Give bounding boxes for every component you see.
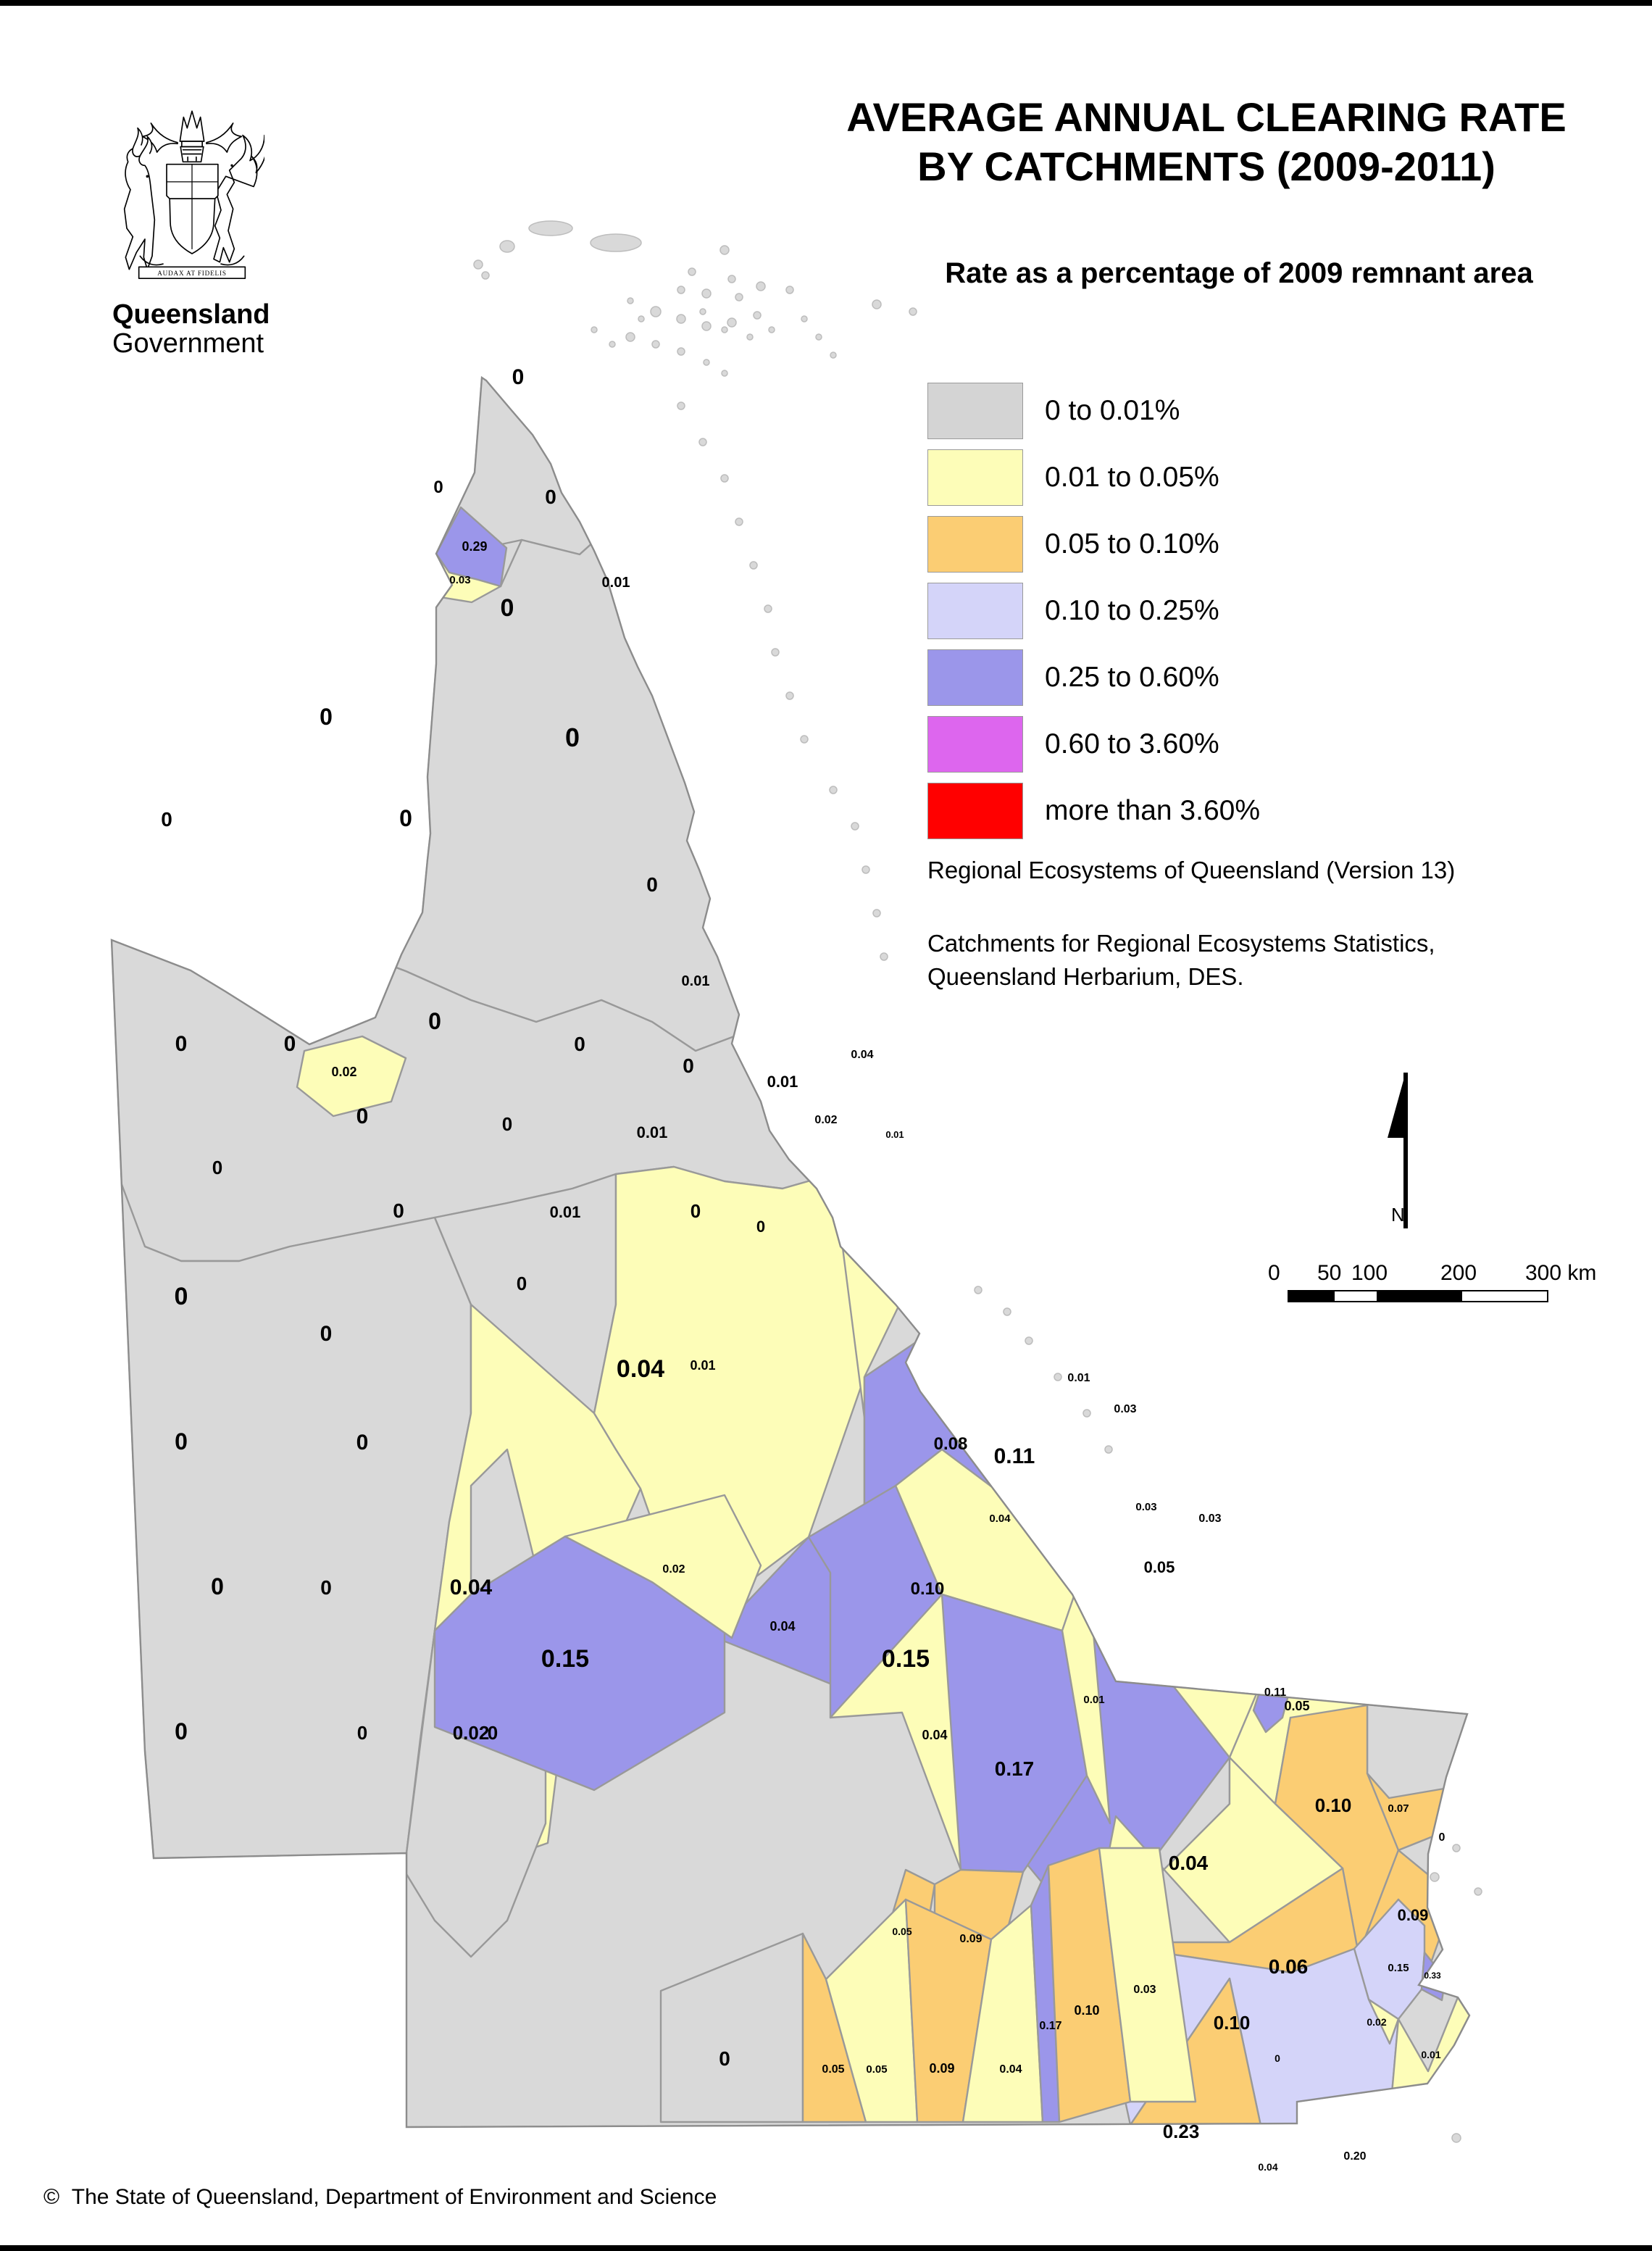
- svg-text:0: 0: [175, 1428, 188, 1455]
- svg-text:0: 0: [320, 1322, 333, 1346]
- svg-text:0.09: 0.09: [929, 2061, 954, 2076]
- svg-text:0: 0: [399, 805, 412, 831]
- svg-text:0: 0: [356, 1104, 369, 1128]
- svg-text:0: 0: [393, 1199, 404, 1222]
- svg-text:0.15: 0.15: [882, 1645, 930, 1673]
- svg-text:0: 0: [356, 1431, 369, 1455]
- svg-text:0.04: 0.04: [989, 1513, 1011, 1525]
- svg-text:0: 0: [284, 1032, 296, 1056]
- svg-text:0: 0: [212, 1157, 222, 1178]
- svg-text:0: 0: [501, 594, 514, 622]
- svg-text:0: 0: [646, 873, 658, 896]
- svg-text:0: 0: [320, 1576, 332, 1599]
- svg-text:0.01: 0.01: [1421, 2049, 1440, 2060]
- svg-text:0: 0: [683, 1054, 694, 1077]
- svg-text:0: 0: [756, 1218, 765, 1236]
- svg-text:0.09: 0.09: [959, 1933, 982, 1945]
- svg-text:0.17: 0.17: [995, 1757, 1035, 1780]
- svg-text:0.01: 0.01: [1083, 1694, 1104, 1706]
- svg-text:0: 0: [488, 1722, 498, 1744]
- svg-text:0.04: 0.04: [617, 1355, 664, 1383]
- svg-text:0.07: 0.07: [1388, 1802, 1409, 1815]
- svg-text:0: 0: [320, 704, 333, 730]
- svg-text:0.29: 0.29: [462, 539, 487, 554]
- svg-text:0.01: 0.01: [550, 1203, 581, 1221]
- svg-text:0.17: 0.17: [1039, 2020, 1061, 2032]
- svg-text:0.10: 0.10: [1315, 1794, 1352, 1816]
- svg-text:0.01: 0.01: [885, 1129, 904, 1140]
- svg-text:0: 0: [175, 1718, 188, 1744]
- svg-text:0.03: 0.03: [1198, 1513, 1221, 1525]
- svg-text:0: 0: [565, 723, 580, 752]
- svg-text:0.04: 0.04: [922, 1728, 947, 1742]
- svg-text:0.02: 0.02: [814, 1114, 837, 1126]
- svg-text:0: 0: [517, 1273, 527, 1294]
- svg-text:0.11: 0.11: [1264, 1686, 1286, 1699]
- svg-text:0: 0: [512, 365, 525, 389]
- svg-text:0.01: 0.01: [767, 1073, 798, 1091]
- svg-text:0: 0: [1275, 2052, 1280, 2064]
- svg-text:0: 0: [175, 1283, 188, 1310]
- svg-text:0.04: 0.04: [1258, 2161, 1277, 2173]
- svg-text:0.10: 0.10: [911, 1579, 945, 1599]
- svg-text:0.03: 0.03: [1114, 1403, 1136, 1415]
- svg-text:0.01: 0.01: [682, 973, 710, 989]
- svg-text:0.15: 0.15: [1388, 1962, 1409, 1974]
- svg-text:0.03: 0.03: [449, 574, 470, 586]
- svg-text:0.05: 0.05: [1144, 1558, 1175, 1576]
- svg-text:0.05: 0.05: [1284, 1699, 1309, 1713]
- svg-text:0: 0: [574, 1033, 585, 1055]
- svg-text:0.01: 0.01: [1067, 1372, 1090, 1384]
- svg-text:AUDAX AT FIDELIS: AUDAX AT FIDELIS: [157, 270, 227, 277]
- svg-text:0: 0: [211, 1573, 224, 1599]
- svg-text:0.02: 0.02: [453, 1722, 490, 1744]
- svg-text:0: 0: [1439, 1831, 1446, 1844]
- svg-text:0: 0: [161, 808, 172, 831]
- svg-text:0: 0: [433, 478, 443, 497]
- svg-text:0: 0: [545, 486, 556, 508]
- svg-text:0.05: 0.05: [822, 2063, 844, 2076]
- svg-text:0.01: 0.01: [690, 1358, 715, 1373]
- svg-text:0.08: 0.08: [934, 1434, 968, 1454]
- svg-text:0.04: 0.04: [450, 1576, 493, 1599]
- svg-text:N: N: [1391, 1204, 1405, 1226]
- svg-text:0: 0: [175, 1032, 188, 1056]
- svg-text:0.09: 0.09: [1398, 1906, 1429, 1924]
- svg-text:0.23: 0.23: [1163, 2121, 1200, 2142]
- svg-text:0: 0: [502, 1113, 512, 1135]
- svg-text:0.04: 0.04: [999, 2063, 1022, 2076]
- svg-text:0.33: 0.33: [1424, 1971, 1441, 1981]
- svg-text:0.11: 0.11: [994, 1444, 1035, 1468]
- svg-text:0.04: 0.04: [851, 1049, 873, 1061]
- svg-text:0.02: 0.02: [662, 1563, 685, 1576]
- svg-text:0.02: 0.02: [1367, 2016, 1386, 2028]
- svg-text:0.03: 0.03: [1133, 1984, 1156, 1996]
- svg-text:0.03: 0.03: [1135, 1501, 1156, 1513]
- svg-text:0.04: 0.04: [1169, 1852, 1209, 1874]
- svg-text:0.10: 0.10: [1214, 2012, 1251, 2034]
- svg-text:0.04: 0.04: [769, 1619, 795, 1634]
- svg-text:0: 0: [691, 1200, 701, 1222]
- svg-text:0.02: 0.02: [331, 1065, 356, 1079]
- svg-text:0: 0: [428, 1008, 441, 1034]
- svg-text:0.20: 0.20: [1343, 2150, 1366, 2163]
- svg-text:0: 0: [719, 2047, 730, 2070]
- svg-text:0.15: 0.15: [541, 1645, 589, 1673]
- svg-text:0.01: 0.01: [637, 1123, 668, 1141]
- svg-text:0.06: 0.06: [1269, 1955, 1309, 1978]
- svg-text:0.10: 0.10: [1074, 2003, 1099, 2018]
- svg-text:0.05: 0.05: [866, 2063, 887, 2076]
- svg-text:0.05: 0.05: [892, 1926, 911, 1937]
- svg-text:0: 0: [357, 1722, 367, 1744]
- svg-text:0.01: 0.01: [602, 575, 630, 591]
